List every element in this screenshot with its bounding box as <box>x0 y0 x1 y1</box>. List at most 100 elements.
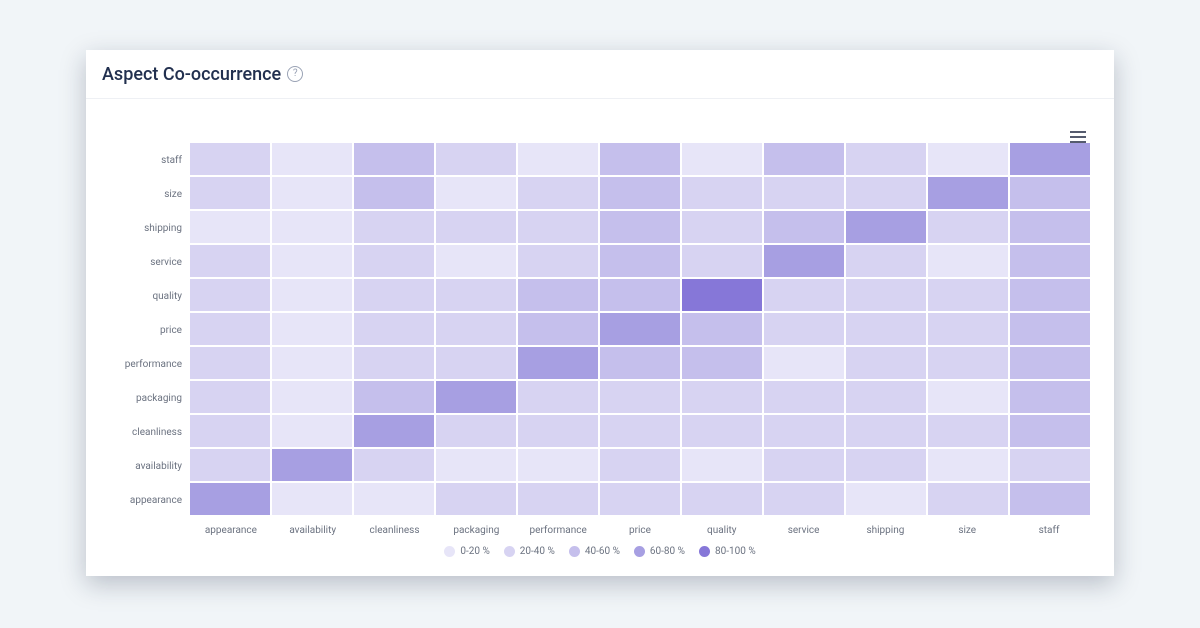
heatmap-cell[interactable] <box>436 313 516 345</box>
heatmap-cell[interactable] <box>518 449 598 481</box>
heatmap-cell[interactable] <box>518 313 598 345</box>
heatmap-cell[interactable] <box>928 245 1008 277</box>
heatmap-cell[interactable] <box>1010 483 1090 515</box>
heatmap-cell[interactable] <box>190 177 270 209</box>
heatmap-cell[interactable] <box>1010 449 1090 481</box>
heatmap-cell[interactable] <box>600 211 680 243</box>
heatmap-cell[interactable] <box>928 449 1008 481</box>
heatmap-cell[interactable] <box>518 415 598 447</box>
heatmap-cell[interactable] <box>354 143 434 175</box>
heatmap-cell[interactable] <box>190 449 270 481</box>
heatmap-cell[interactable] <box>272 313 352 345</box>
heatmap-cell[interactable] <box>272 415 352 447</box>
heatmap-cell[interactable] <box>1010 313 1090 345</box>
heatmap-cell[interactable] <box>682 279 762 311</box>
heatmap-cell[interactable] <box>600 483 680 515</box>
heatmap-cell[interactable] <box>272 381 352 413</box>
heatmap-cell[interactable] <box>354 347 434 379</box>
heatmap-cell[interactable] <box>928 347 1008 379</box>
heatmap-cell[interactable] <box>190 415 270 447</box>
heatmap-cell[interactable] <box>436 483 516 515</box>
heatmap-cell[interactable] <box>600 381 680 413</box>
heatmap-cell[interactable] <box>354 415 434 447</box>
heatmap-cell[interactable] <box>928 211 1008 243</box>
heatmap-cell[interactable] <box>846 483 926 515</box>
heatmap-cell[interactable] <box>272 245 352 277</box>
heatmap-cell[interactable] <box>1010 347 1090 379</box>
heatmap-cell[interactable] <box>354 245 434 277</box>
heatmap-cell[interactable] <box>272 347 352 379</box>
heatmap-cell[interactable] <box>272 211 352 243</box>
heatmap-cell[interactable] <box>600 177 680 209</box>
heatmap-cell[interactable] <box>436 211 516 243</box>
heatmap-cell[interactable] <box>1010 279 1090 311</box>
heatmap-cell[interactable] <box>764 449 844 481</box>
heatmap-cell[interactable] <box>354 279 434 311</box>
heatmap-cell[interactable] <box>354 381 434 413</box>
heatmap-cell[interactable] <box>764 245 844 277</box>
heatmap-cell[interactable] <box>600 347 680 379</box>
heatmap-cell[interactable] <box>928 177 1008 209</box>
heatmap-cell[interactable] <box>1010 245 1090 277</box>
heatmap-cell[interactable] <box>682 177 762 209</box>
heatmap-cell[interactable] <box>354 449 434 481</box>
heatmap-cell[interactable] <box>846 347 926 379</box>
heatmap-cell[interactable] <box>190 313 270 345</box>
heatmap-cell[interactable] <box>600 313 680 345</box>
heatmap-cell[interactable] <box>436 143 516 175</box>
heatmap-cell[interactable] <box>682 347 762 379</box>
heatmap-cell[interactable] <box>190 279 270 311</box>
heatmap-cell[interactable] <box>436 415 516 447</box>
heatmap-cell[interactable] <box>518 347 598 379</box>
heatmap-cell[interactable] <box>190 143 270 175</box>
heatmap-cell[interactable] <box>846 177 926 209</box>
heatmap-cell[interactable] <box>436 381 516 413</box>
heatmap-cell[interactable] <box>600 279 680 311</box>
heatmap-cell[interactable] <box>682 211 762 243</box>
heatmap-cell[interactable] <box>682 245 762 277</box>
heatmap-cell[interactable] <box>436 245 516 277</box>
heatmap-cell[interactable] <box>600 245 680 277</box>
heatmap-cell[interactable] <box>600 449 680 481</box>
heatmap-cell[interactable] <box>354 483 434 515</box>
heatmap-cell[interactable] <box>436 177 516 209</box>
heatmap-cell[interactable] <box>354 177 434 209</box>
heatmap-cell[interactable] <box>764 211 844 243</box>
heatmap-cell[interactable] <box>764 279 844 311</box>
heatmap-cell[interactable] <box>436 449 516 481</box>
heatmap-cell[interactable] <box>682 449 762 481</box>
heatmap-cell[interactable] <box>764 177 844 209</box>
heatmap-cell[interactable] <box>272 483 352 515</box>
heatmap-cell[interactable] <box>518 381 598 413</box>
heatmap-cell[interactable] <box>682 143 762 175</box>
heatmap-cell[interactable] <box>518 143 598 175</box>
heatmap-cell[interactable] <box>1010 381 1090 413</box>
heatmap-cell[interactable] <box>518 483 598 515</box>
heatmap-cell[interactable] <box>764 143 844 175</box>
heatmap-cell[interactable] <box>764 347 844 379</box>
heatmap-cell[interactable] <box>928 415 1008 447</box>
heatmap-cell[interactable] <box>1010 143 1090 175</box>
heatmap-cell[interactable] <box>764 483 844 515</box>
heatmap-cell[interactable] <box>272 449 352 481</box>
help-icon[interactable]: ? <box>287 66 303 82</box>
heatmap-cell[interactable] <box>846 313 926 345</box>
heatmap-cell[interactable] <box>1010 415 1090 447</box>
heatmap-cell[interactable] <box>846 381 926 413</box>
heatmap-cell[interactable] <box>846 211 926 243</box>
heatmap-cell[interactable] <box>1010 177 1090 209</box>
heatmap-cell[interactable] <box>846 415 926 447</box>
heatmap-cell[interactable] <box>518 177 598 209</box>
heatmap-cell[interactable] <box>600 415 680 447</box>
heatmap-cell[interactable] <box>682 313 762 345</box>
heatmap-cell[interactable] <box>846 449 926 481</box>
heatmap-cell[interactable] <box>190 483 270 515</box>
heatmap-cell[interactable] <box>190 245 270 277</box>
heatmap-cell[interactable] <box>190 347 270 379</box>
heatmap-cell[interactable] <box>190 381 270 413</box>
heatmap-cell[interactable] <box>272 143 352 175</box>
heatmap-cell[interactable] <box>272 177 352 209</box>
heatmap-cell[interactable] <box>436 279 516 311</box>
heatmap-cell[interactable] <box>928 381 1008 413</box>
heatmap-cell[interactable] <box>928 143 1008 175</box>
